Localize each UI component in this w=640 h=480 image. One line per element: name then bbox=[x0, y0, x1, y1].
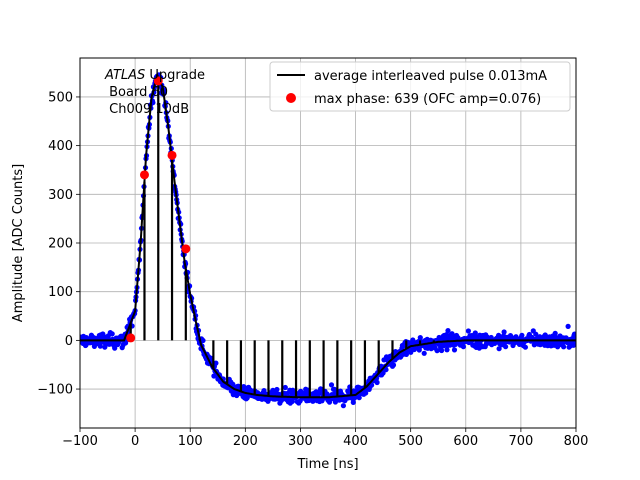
blue-sample-point bbox=[403, 351, 409, 357]
blue-sample-point bbox=[390, 362, 397, 368]
blue-sample-point bbox=[503, 344, 509, 350]
annotation-upgrade: Upgrade bbox=[145, 68, 205, 83]
x-tick-label: 700 bbox=[508, 434, 533, 449]
blue-sample-point bbox=[571, 331, 576, 337]
blue-sample-point bbox=[97, 343, 103, 349]
blue-sample-point bbox=[421, 350, 427, 356]
legend-box bbox=[269, 61, 571, 112]
max-phase-point bbox=[126, 333, 136, 343]
legend: average interleaved pulse 0.013mA max ph… bbox=[269, 61, 571, 112]
legend-label-max-phase: max phase: 639 (OFC amp=0.076) bbox=[314, 92, 541, 107]
y-tick-label: 400 bbox=[48, 139, 73, 154]
blue-sample-point bbox=[282, 384, 288, 391]
atlas-annotation: ATLAS Upgrade Board 60 Ch009 10dB bbox=[104, 68, 205, 117]
average-pulse-line bbox=[80, 71, 576, 399]
y-tick-label: 300 bbox=[48, 188, 73, 203]
x-tick-label: 600 bbox=[453, 434, 478, 449]
blue-sample-point bbox=[434, 348, 440, 354]
annotation-line-2: Board 60 bbox=[105, 85, 168, 100]
blue-sample-point bbox=[109, 331, 115, 337]
x-tick-label: 800 bbox=[564, 434, 589, 449]
blue-sample-point bbox=[460, 344, 466, 350]
blue-sample-point bbox=[200, 337, 206, 344]
x-tick-label: 300 bbox=[288, 434, 313, 449]
blue-sample-point bbox=[522, 344, 529, 350]
blue-sample-point bbox=[363, 390, 369, 396]
blue-sample-point bbox=[259, 396, 265, 402]
max-phase-points bbox=[126, 76, 191, 343]
max-phase-point bbox=[153, 76, 163, 86]
axis-ticks: −100 0 100 200 300 400 500 600 700 800 −100 0 100 200… bbox=[37, 90, 588, 449]
y-tick-label: 500 bbox=[48, 90, 73, 105]
x-tick-label: 200 bbox=[233, 434, 258, 449]
blue-sample-point bbox=[91, 343, 97, 349]
blue-sample-point bbox=[213, 360, 219, 366]
blue-sample-point bbox=[552, 330, 558, 336]
legend-label-average: average interleaved pulse 0.013mA bbox=[314, 69, 547, 84]
blue-sample-point bbox=[496, 346, 502, 352]
x-tick-label: 500 bbox=[398, 434, 423, 449]
y-tick-label: 0 bbox=[65, 334, 73, 349]
x-tick-label: 400 bbox=[343, 434, 368, 449]
legend-red-swatch bbox=[286, 93, 296, 103]
y-tick-label: 100 bbox=[48, 285, 73, 300]
y-tick-label: 200 bbox=[48, 237, 73, 252]
blue-sample-point bbox=[472, 330, 478, 336]
x-tick-label: −100 bbox=[62, 434, 98, 449]
x-axis-label: Time [ns] bbox=[296, 457, 358, 472]
blue-sample-point bbox=[356, 395, 362, 401]
x-tick-label: 100 bbox=[178, 434, 203, 449]
blue-sample-point bbox=[465, 328, 471, 334]
blue-sample-point bbox=[565, 323, 571, 329]
blue-sample-point bbox=[289, 398, 295, 404]
blue-sample-point bbox=[443, 332, 450, 338]
blue-sample-point bbox=[439, 347, 445, 354]
average-pulse-layer bbox=[80, 71, 576, 399]
sample-stems bbox=[129, 77, 463, 398]
blue-sample-point bbox=[274, 386, 280, 393]
blue-sample-point bbox=[561, 344, 567, 350]
blue-sample-point bbox=[340, 403, 346, 409]
annotation-line-3: Ch009 10dB bbox=[105, 102, 189, 117]
blue-sample-point bbox=[445, 328, 451, 334]
blue-sample-point bbox=[328, 382, 335, 388]
blue-sample-point bbox=[350, 399, 356, 405]
annotation-atlas-italic: ATLAS bbox=[104, 68, 145, 83]
blue-sample-point bbox=[241, 384, 247, 390]
annotation-line-1: ATLAS Upgrade bbox=[104, 68, 205, 83]
plot-area bbox=[80, 71, 576, 409]
blue-sample-point bbox=[444, 347, 450, 353]
blue-sample-point bbox=[519, 332, 525, 338]
blue-sample-point bbox=[383, 367, 389, 373]
max-phase-point bbox=[139, 170, 149, 180]
blue-sample-point bbox=[374, 379, 380, 386]
blue-sample-point bbox=[451, 347, 458, 353]
max-phase-point bbox=[167, 150, 177, 160]
blue-sample-point bbox=[501, 329, 507, 335]
y-axis-label: Amplitude [ADC Counts] bbox=[11, 164, 26, 322]
y-tick-label: −100 bbox=[37, 383, 73, 398]
max-phase-point bbox=[181, 244, 191, 254]
x-tick-label: 0 bbox=[131, 434, 139, 449]
